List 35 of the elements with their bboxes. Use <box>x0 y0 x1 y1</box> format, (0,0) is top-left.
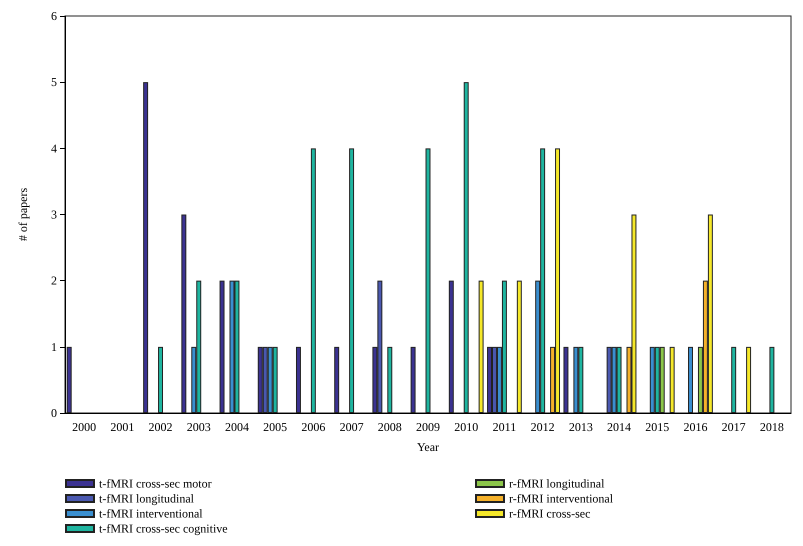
legend-label: t-fMRI interventional <box>99 506 204 520</box>
x-tick-label: 2002 <box>148 420 173 434</box>
x-tick-label: 2008 <box>378 420 402 434</box>
x-tick-label: 2005 <box>263 420 288 434</box>
y-tick-label: 2 <box>51 274 57 288</box>
x-tick-label: 2000 <box>72 420 96 434</box>
x-tick-label: 2018 <box>760 420 784 434</box>
legend-label: r-fMRI interventional <box>509 492 614 506</box>
x-tick-label: 2003 <box>186 420 211 434</box>
legend-label: t-fMRI cross-sec motor <box>99 476 212 490</box>
x-tick-label: 2009 <box>416 420 440 434</box>
x-axis-title: Year <box>416 440 440 454</box>
x-tick-label: 2017 <box>722 420 746 434</box>
x-tick-label: 2011 <box>492 420 516 434</box>
legend-label: t-fMRI longitudinal <box>99 492 195 506</box>
y-tick-label: 4 <box>51 141 57 156</box>
x-tick-label: 2010 <box>454 420 478 434</box>
x-tick-label: 2006 <box>301 420 326 434</box>
y-axis-title: # of papers <box>16 188 30 242</box>
legend-label: t-fMRI cross-sec cognitive <box>99 522 228 536</box>
y-tick-label: 5 <box>51 75 57 90</box>
x-tick-label: 2015 <box>645 420 670 434</box>
legend-label: r-fMRI cross-sec <box>509 506 590 520</box>
x-tick-label: 2004 <box>224 420 249 434</box>
y-tick-label: 6 <box>51 9 57 23</box>
x-tick-label: 2014 <box>607 420 632 434</box>
x-tick-label: 2013 <box>568 420 593 434</box>
x-tick-label: 2001 <box>110 420 134 434</box>
y-tick-label: 0 <box>51 406 57 420</box>
y-tick-label: 1 <box>51 340 57 354</box>
x-tick-label: 2012 <box>530 420 555 434</box>
x-tick-label: 2007 <box>340 420 364 434</box>
y-tick-label: 3 <box>51 208 57 222</box>
x-tick-label: 2016 <box>683 420 708 434</box>
legend-label: r-fMRI longitudinal <box>509 476 606 490</box>
